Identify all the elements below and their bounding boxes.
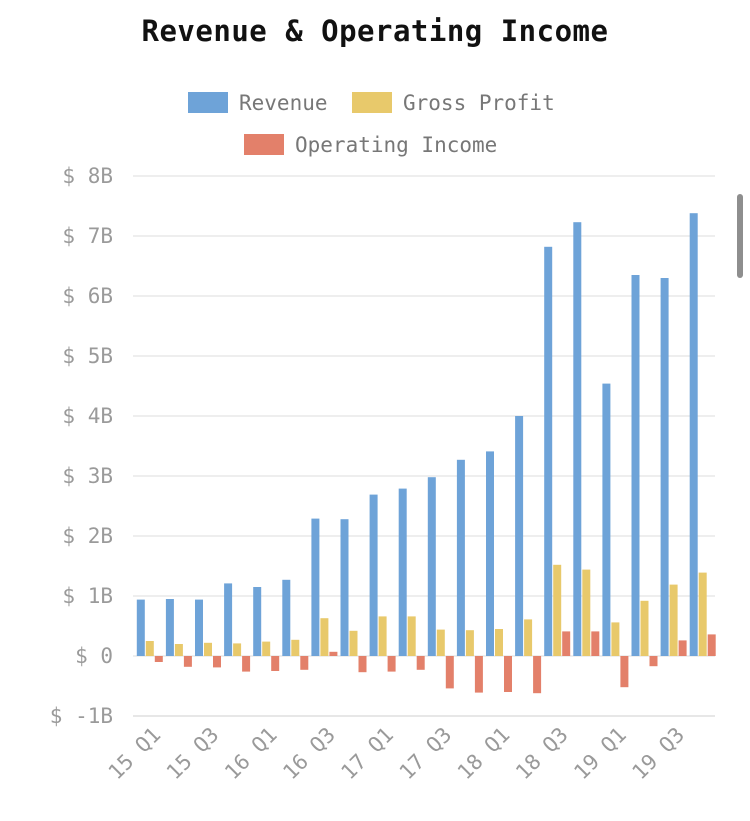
bar-gross-profit-15[interactable] <box>582 569 591 656</box>
legend-swatch-1[interactable] <box>352 92 392 113</box>
bar-revenue-10[interactable] <box>427 477 436 656</box>
x-tick-label: 16 Q3 <box>278 723 340 785</box>
legend: Revenue Gross Profit Operating Income <box>188 91 555 157</box>
bar-operating-income-15[interactable] <box>591 631 600 656</box>
legend-label-2[interactable]: Operating Income <box>295 133 497 157</box>
bar-revenue-18[interactable] <box>660 278 669 656</box>
bar-operating-income-8[interactable] <box>387 656 396 672</box>
bar-operating-income-7[interactable] <box>358 656 367 673</box>
x-tick-label: 17 Q3 <box>395 723 457 785</box>
bar-operating-income-12[interactable] <box>504 656 512 692</box>
bar-revenue-17[interactable] <box>631 275 640 656</box>
x-tick-label: 17 Q1 <box>336 723 398 785</box>
bar-revenue-14[interactable] <box>544 246 553 657</box>
y-tick-label: $ 7B <box>62 224 113 248</box>
bar-gross-profit-7[interactable] <box>349 630 358 656</box>
y-tick-label: $ 0 <box>75 644 113 668</box>
bar-revenue-4[interactable] <box>253 587 262 656</box>
x-tick-label: 18 Q1 <box>453 723 515 785</box>
bar-operating-income-13[interactable] <box>533 656 542 694</box>
bar-operating-income-17[interactable] <box>649 656 658 667</box>
bar-gross-profit-14[interactable] <box>553 564 562 656</box>
bar-gross-profit-1[interactable] <box>174 644 183 656</box>
y-tick-label: $ 1B <box>62 584 113 608</box>
bar-revenue-7[interactable] <box>340 519 349 656</box>
bar-operating-income-16[interactable] <box>620 656 629 688</box>
legend-swatch-2[interactable] <box>244 134 284 155</box>
bar-gross-profit-0[interactable] <box>145 641 154 656</box>
bar-gross-profit-18[interactable] <box>669 584 678 656</box>
y-tick-label: $ 5B <box>62 344 113 368</box>
bar-operating-income-6[interactable] <box>329 651 338 656</box>
bar-gross-profit-5[interactable] <box>291 639 300 656</box>
legend-swatch-0[interactable] <box>188 92 228 113</box>
bar-operating-income-0[interactable] <box>154 656 163 662</box>
bar-revenue-0[interactable] <box>136 599 145 656</box>
y-tick-label: $ 8B <box>62 164 113 188</box>
bar-revenue-15[interactable] <box>573 222 582 656</box>
bar-revenue-6[interactable] <box>311 518 320 656</box>
bar-gross-profit-11[interactable] <box>465 630 474 656</box>
y-axis: $ 8B $ 7B $ 6B $ 5B $ 4B $ 3B $ 2B $ 1B $ 0 $ -1B <box>50 164 113 728</box>
bar-operating-income-3[interactable] <box>242 656 251 672</box>
bar-operating-income-2[interactable] <box>213 656 221 668</box>
y-tick-label: $ 6B <box>62 284 113 308</box>
scrollbar-thumb[interactable] <box>737 194 743 278</box>
bar-revenue-2[interactable] <box>195 599 203 656</box>
bar-operating-income-1[interactable] <box>183 656 192 667</box>
bar-operating-income-9[interactable] <box>416 656 425 670</box>
bar-gross-profit-16[interactable] <box>611 622 620 656</box>
y-tick-label: $ 3B <box>62 464 113 488</box>
bar-gross-profit-2[interactable] <box>204 642 212 656</box>
bar-gross-profit-12[interactable] <box>495 629 503 656</box>
bar-gross-profit-6[interactable] <box>320 618 329 656</box>
bar-gross-profit-8[interactable] <box>378 616 387 656</box>
bar-gross-profit-3[interactable] <box>233 643 242 656</box>
bar-operating-income-18[interactable] <box>678 640 687 656</box>
bar-gross-profit-9[interactable] <box>407 616 416 656</box>
bar-gross-profit-13[interactable] <box>524 619 533 656</box>
grid-lines <box>133 175 715 717</box>
bar-revenue-8[interactable] <box>369 494 378 656</box>
bar-revenue-9[interactable] <box>398 488 407 656</box>
bar-revenue-19[interactable] <box>689 213 698 656</box>
x-tick-label: 19 Q3 <box>627 723 689 785</box>
bar-revenue-5[interactable] <box>282 579 291 656</box>
bar-gross-profit-4[interactable] <box>262 641 271 656</box>
bars <box>136 213 716 694</box>
x-tick-label: 19 Q1 <box>569 723 631 785</box>
y-tick-label: $ 2B <box>62 524 113 548</box>
bar-operating-income-14[interactable] <box>562 631 571 656</box>
bar-revenue-11[interactable] <box>456 459 465 656</box>
bar-revenue-12[interactable] <box>486 451 494 656</box>
bar-operating-income-4[interactable] <box>271 656 280 671</box>
bar-operating-income-10[interactable] <box>445 656 454 689</box>
bar-operating-income-11[interactable] <box>474 656 483 693</box>
bar-revenue-13[interactable] <box>515 416 524 656</box>
bar-revenue-3[interactable] <box>224 583 233 656</box>
x-tick-label: 16 Q1 <box>220 723 282 785</box>
x-tick-label: 15 Q1 <box>104 723 166 785</box>
bar-gross-profit-19[interactable] <box>698 572 707 656</box>
legend-label-1[interactable]: Gross Profit <box>403 91 555 115</box>
legend-label-0[interactable]: Revenue <box>239 91 328 115</box>
chart-title: Revenue & Operating Income <box>141 14 609 48</box>
bar-revenue-1[interactable] <box>165 599 174 656</box>
bar-revenue-16[interactable] <box>602 383 611 656</box>
bar-gross-profit-10[interactable] <box>436 629 445 656</box>
y-tick-label: $ -1B <box>50 704 113 728</box>
bar-operating-income-19[interactable] <box>707 634 716 656</box>
x-tick-label: 15 Q3 <box>162 723 224 785</box>
x-tick-label: 18 Q3 <box>511 723 573 785</box>
bar-gross-profit-17[interactable] <box>640 600 649 656</box>
y-tick-label: $ 4B <box>62 404 113 428</box>
bar-operating-income-5[interactable] <box>300 656 309 670</box>
